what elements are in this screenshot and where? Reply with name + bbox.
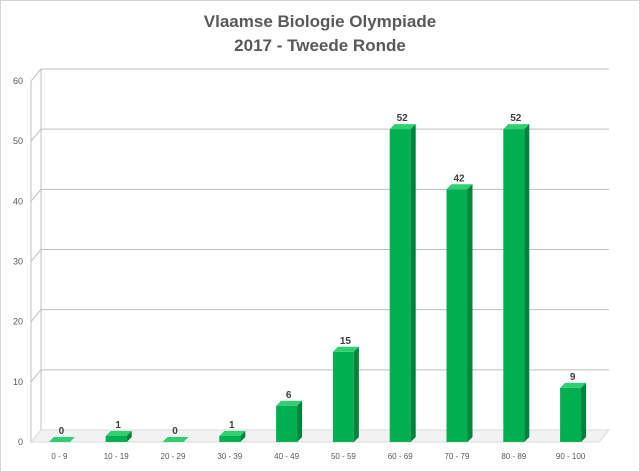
- data-label: 1: [115, 420, 121, 431]
- y-tick-label: 20: [13, 317, 23, 327]
- chart-title-line-1: Vlaamse Biologie Olympiade: [203, 12, 437, 31]
- gridline: [30, 369, 609, 383]
- bar: [332, 351, 354, 442]
- bar: [219, 435, 241, 442]
- bar-top: [219, 430, 246, 436]
- bar: [389, 129, 411, 442]
- bar: [503, 129, 525, 442]
- bar-side: [353, 346, 359, 442]
- data-label: 0: [59, 426, 65, 437]
- bar-top: [389, 124, 416, 130]
- x-tick-label: 0 - 9: [51, 452, 68, 461]
- gridline: [30, 128, 609, 142]
- data-label: 42: [453, 173, 465, 184]
- x-tick-label: 90 - 100: [556, 452, 586, 461]
- data-label: 15: [340, 336, 352, 347]
- x-tick-label: 80 - 89: [501, 452, 526, 461]
- x-tick-label: 60 - 69: [388, 452, 413, 461]
- x-tick-label: 50 - 59: [331, 452, 356, 461]
- gridline: [30, 188, 609, 202]
- gridline: [30, 249, 609, 262]
- bar-top: [48, 437, 75, 442]
- bar: [446, 189, 468, 442]
- bar-side: [467, 184, 473, 443]
- bar-top: [162, 437, 189, 442]
- chart-title: Vlaamse Biologie Olympiade 2017 - Tweede…: [1, 10, 639, 58]
- chart-title-line-2: 2017 - Tweede Ronde: [234, 36, 406, 55]
- bar: [560, 387, 582, 442]
- bar-top: [446, 184, 473, 190]
- x-tick-label: 40 - 49: [274, 452, 299, 461]
- data-label: 52: [510, 113, 522, 124]
- data-label: 0: [172, 426, 178, 437]
- y-tick-label: 60: [13, 76, 23, 86]
- bar: [105, 435, 127, 442]
- data-label: 6: [286, 390, 292, 401]
- bar-side: [240, 430, 246, 442]
- bar-side: [410, 124, 416, 442]
- y-tick-label: 50: [13, 136, 23, 146]
- bar: [276, 405, 298, 442]
- y-tick-label: 30: [13, 257, 23, 267]
- x-tick-label: 30 - 39: [217, 452, 242, 461]
- bar-top: [276, 400, 303, 406]
- bar-top: [560, 382, 587, 388]
- gridline: [30, 309, 609, 322]
- data-label: 1: [229, 420, 235, 431]
- bar-side: [297, 400, 303, 442]
- x-tick-label: 20 - 29: [161, 452, 186, 461]
- data-label: 9: [570, 372, 576, 383]
- bar-side: [581, 382, 587, 442]
- y-tick-label: 40: [13, 196, 23, 206]
- x-tick-label: 10 - 19: [104, 452, 129, 461]
- bar-side: [524, 124, 530, 442]
- bar-side: [126, 430, 132, 442]
- gridline: [30, 68, 609, 82]
- y-tick-label: 10: [13, 377, 23, 387]
- bar-top: [503, 124, 530, 130]
- bar-top: [105, 430, 132, 436]
- data-label: 52: [397, 113, 409, 124]
- y-tick-label: 0: [18, 437, 23, 447]
- x-tick-label: 70 - 79: [445, 452, 470, 461]
- bar-top: [332, 346, 359, 352]
